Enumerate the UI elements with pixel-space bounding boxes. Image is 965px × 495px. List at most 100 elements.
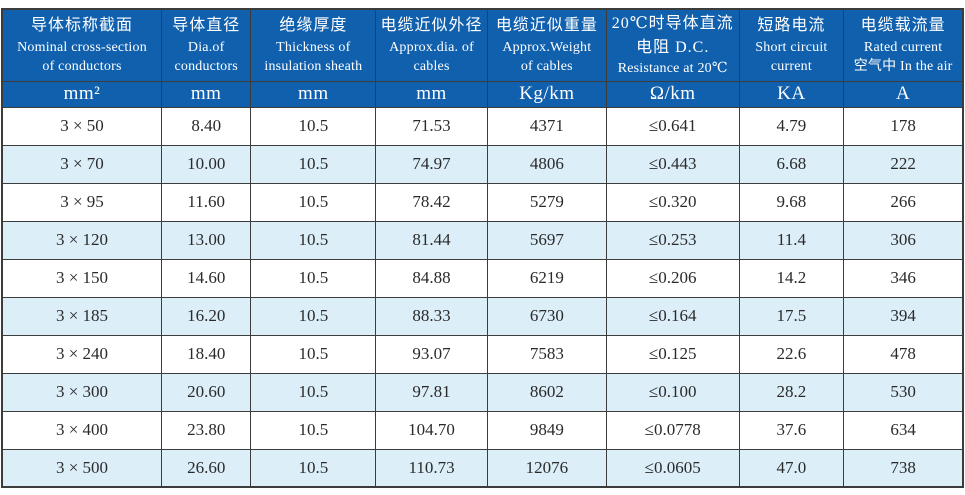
table-cell: 9849 (486, 410, 607, 450)
column-header-approx-weight: 电缆近似重量 Approx.Weight of cables (486, 8, 607, 82)
table-cell: 78.42 (375, 182, 488, 222)
column-header-nominal-cross-section: 导体标称截面 Nominal cross-section of conducto… (1, 8, 163, 82)
table-body: 3 × 50 8.40 10.5 71.53 4371 ≤0.641 4.79 … (1, 106, 964, 488)
header-en: insulation sheath (264, 58, 363, 74)
table-cell: 71.53 (375, 106, 488, 146)
table-cell: 74.97 (375, 144, 488, 184)
table-cell: 104.70 (375, 410, 488, 450)
header-en: Rated current (863, 39, 943, 55)
table-cell: 10.5 (250, 106, 377, 146)
column-header-insulation-thickness: 绝缘厚度 Thickness of insulation sheath (250, 8, 377, 82)
table-cell: 394 (843, 296, 964, 336)
unit-cell: mm (161, 80, 252, 108)
header-en: Short circuit (755, 39, 828, 55)
table-cell: ≤0.125 (605, 334, 740, 374)
table-row: 3 × 70 10.00 10.5 74.97 4806 ≤0.443 6.68… (1, 144, 964, 184)
table-cell: 10.5 (250, 296, 377, 336)
table-cell: 4371 (486, 106, 607, 146)
table-cell: 634 (843, 410, 964, 450)
table-row: 3 × 95 11.60 10.5 78.42 5279 ≤0.320 9.68… (1, 182, 964, 222)
table-cell: 9.68 (738, 182, 845, 222)
header-zh: 电缆近似重量 (495, 17, 598, 35)
table-cell: ≤0.0778 (605, 410, 740, 450)
table-cell: 97.81 (375, 372, 488, 412)
cell-spec: 3 × 500 (1, 448, 163, 488)
table-row: 3 × 120 13.00 10.5 81.44 5697 ≤0.253 11.… (1, 220, 964, 260)
unit-cell: mm² (1, 80, 163, 108)
table-cell: 306 (843, 220, 964, 260)
table-cell: 10.5 (250, 182, 377, 222)
table-cell: 22.6 (738, 334, 845, 374)
table-cell: ≤0.0605 (605, 448, 740, 488)
table-cell: 47.0 (738, 448, 845, 488)
table-cell: 6.68 (738, 144, 845, 184)
table-cell: 10.5 (250, 334, 377, 374)
column-header-short-circuit-current: 短路电流 Short circuit current (738, 8, 845, 82)
table-cell: 17.5 (738, 296, 845, 336)
table-row: 3 × 400 23.80 10.5 104.70 9849 ≤0.0778 3… (1, 410, 964, 450)
cell-spec: 3 × 70 (1, 144, 163, 184)
column-header-rated-current: 电缆载流量 Rated current 空气中 In the air (843, 8, 964, 82)
table-cell: 14.2 (738, 258, 845, 298)
column-header-conductor-diameter: 导体直径 Dia.of conductors (161, 8, 252, 82)
table-cell: 81.44 (375, 220, 488, 260)
table-cell: 23.80 (161, 410, 252, 450)
cell-spec: 3 × 300 (1, 372, 163, 412)
cell-spec: 3 × 120 (1, 220, 163, 260)
table-cell: 10.5 (250, 410, 377, 450)
table-cell: 10.5 (250, 220, 377, 260)
cell-spec: 3 × 95 (1, 182, 163, 222)
table-cell: 530 (843, 372, 964, 412)
table-row: 3 × 185 16.20 10.5 88.33 6730 ≤0.164 17.… (1, 296, 964, 336)
table-cell: 20.60 (161, 372, 252, 412)
table-cell: 5279 (486, 182, 607, 222)
table-cell: 28.2 (738, 372, 845, 412)
unit-cell: Kg/km (486, 80, 607, 108)
header-en: Nominal cross-section (17, 39, 147, 55)
table-cell: 37.6 (738, 410, 845, 450)
table-cell: 11.4 (738, 220, 845, 260)
cell-spec: 3 × 150 (1, 258, 163, 298)
table-cell: 222 (843, 144, 964, 184)
header-zh: 电阻 D.C. (636, 38, 710, 56)
table-cell: 13.00 (161, 220, 252, 260)
table-row: 3 × 500 26.60 10.5 110.73 12076 ≤0.0605 … (1, 448, 964, 488)
table-cell: 266 (843, 182, 964, 222)
table-cell: 11.60 (161, 182, 252, 222)
table-cell: 10.00 (161, 144, 252, 184)
table-cell: ≤0.206 (605, 258, 740, 298)
table-cell: 6219 (486, 258, 607, 298)
table-cell: 93.07 (375, 334, 488, 374)
table-cell: ≤0.100 (605, 372, 740, 412)
unit-cell: KA (738, 80, 845, 108)
header-zh: 电缆载流量 (860, 17, 946, 35)
table-cell: ≤0.164 (605, 296, 740, 336)
column-header-dc-resistance: 20℃时导体直流 电阻 D.C. Resistance at 20℃ (605, 8, 740, 82)
table-cell: 8602 (486, 372, 607, 412)
table-cell: 18.40 (161, 334, 252, 374)
header-zh: 短路电流 (757, 17, 826, 35)
header-row: 导体标称截面 Nominal cross-section of conducto… (1, 8, 964, 82)
table-cell: ≤0.253 (605, 220, 740, 260)
header-en: current (770, 58, 812, 74)
table-cell: 14.60 (161, 258, 252, 298)
table-cell: 10.5 (250, 144, 377, 184)
header-en: Thickness of (276, 39, 351, 55)
table-cell: 10.5 (250, 258, 377, 298)
header-en: Approx.dia. of (389, 39, 474, 55)
table-cell: 10.5 (250, 372, 377, 412)
table-cell: 4806 (486, 144, 607, 184)
table-cell: ≤0.320 (605, 182, 740, 222)
header-en: Approx.Weight (502, 39, 592, 55)
header-zh: 20℃时导体直流 (611, 15, 734, 33)
table-row: 3 × 150 14.60 10.5 84.88 6219 ≤0.206 14.… (1, 258, 964, 298)
header-zh: 绝缘厚度 (279, 17, 348, 35)
header-en: Dia.of (187, 39, 225, 55)
header-en: conductors (174, 58, 238, 74)
header-en: of cables (520, 58, 573, 74)
table-cell: 110.73 (375, 448, 488, 488)
units-row: mm² mm mm mm Kg/km Ω/km KA A (1, 80, 964, 108)
unit-cell: mm (250, 80, 377, 108)
table-row: 3 × 50 8.40 10.5 71.53 4371 ≤0.641 4.79 … (1, 106, 964, 146)
header-en: Resistance at 20℃ (617, 60, 728, 76)
